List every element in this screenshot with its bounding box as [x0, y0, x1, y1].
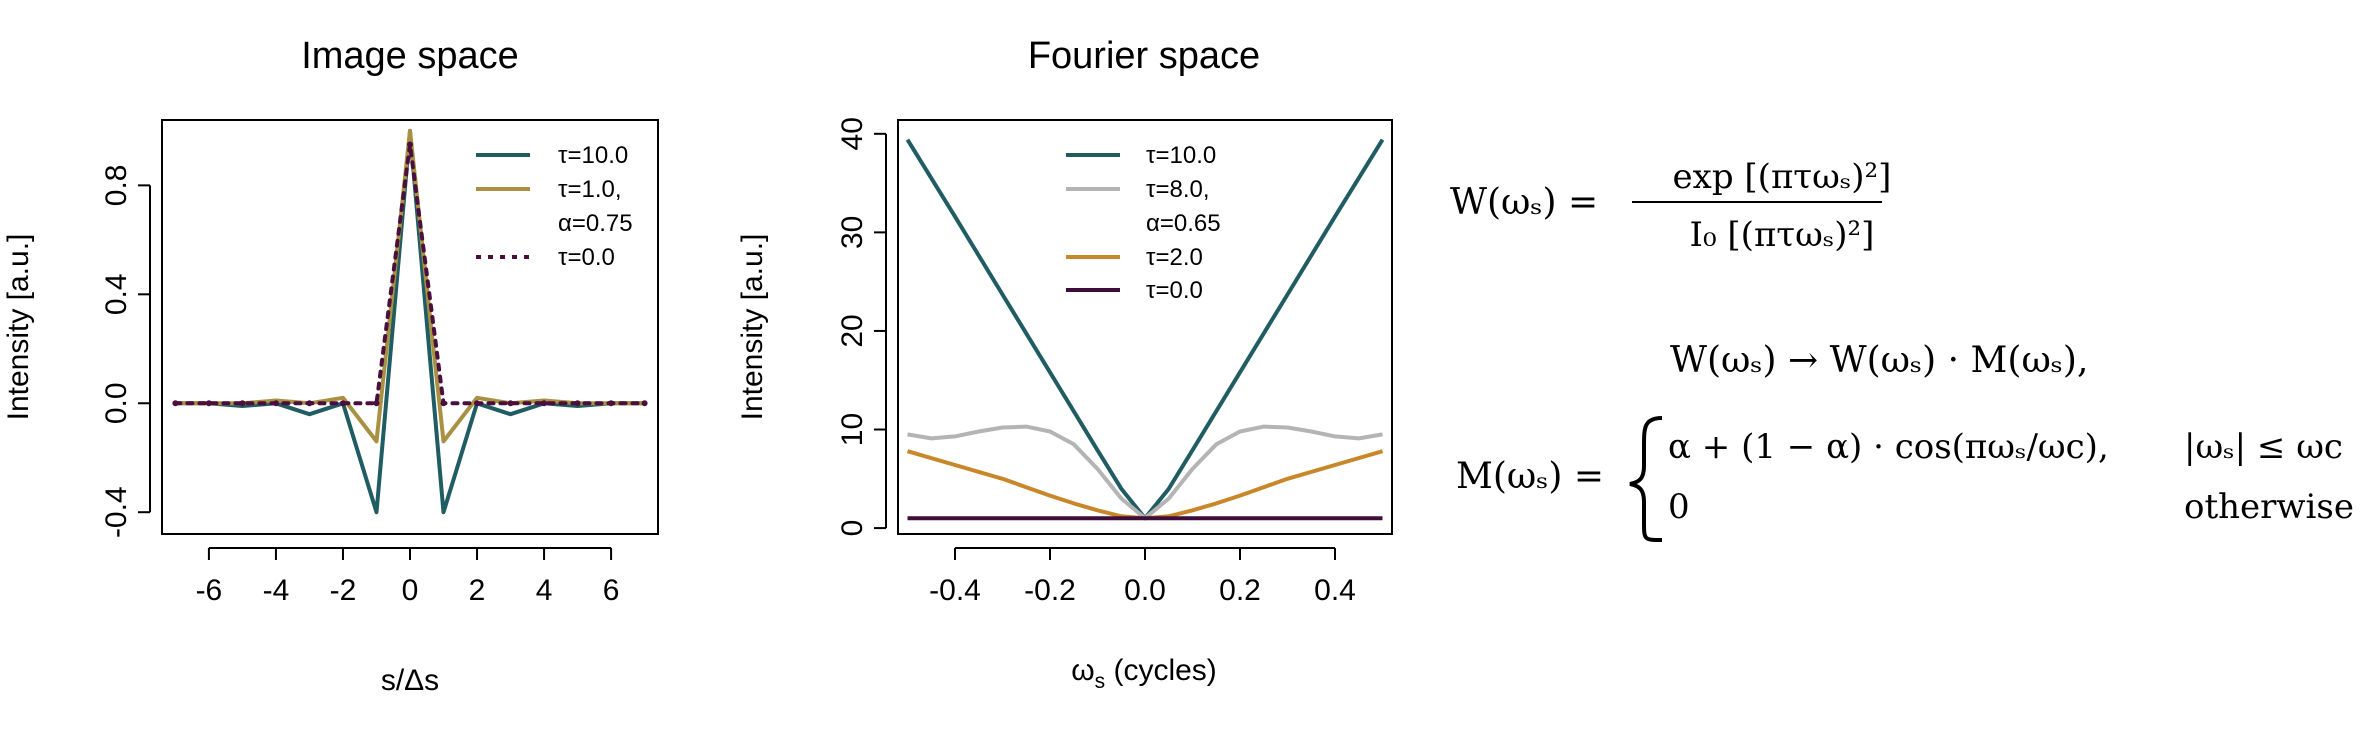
legend-label: τ=8.0,	[1146, 176, 1210, 203]
data-point	[339, 400, 346, 407]
x-axis: -0.4 -0.2 0.0 0.2 0.4	[929, 547, 1356, 607]
legend-label: τ=0.0	[558, 244, 615, 271]
legend-label: τ=1.0,	[558, 176, 622, 203]
equation-w-numerator: exp [(πτωₛ)²]	[1673, 157, 1892, 197]
data-point	[373, 400, 380, 407]
x-tick-label: 0.0	[1124, 574, 1166, 607]
x-tick-label: 0.2	[1219, 574, 1261, 607]
data-point	[641, 400, 648, 407]
equation-w: W(ωₛ) = exp [(πτωₛ)²] I₀ [(πτωₛ)²]	[1450, 157, 1891, 255]
y-tick-label: 30	[836, 216, 869, 249]
series-line	[906, 449, 1384, 521]
data-point	[407, 141, 413, 148]
legend-label: τ=10.0	[558, 142, 628, 169]
legend-label: τ=10.0	[1146, 142, 1216, 169]
equation-m: M(ωₛ) = α + (1 − α) · cos(πωₛ/ωc), |ωₛ| …	[1456, 416, 2354, 542]
equation-m-lhs: M(ωₛ) =	[1456, 456, 1604, 497]
data-point	[541, 400, 548, 407]
data-point	[507, 400, 514, 407]
legend-label: α=0.75	[558, 210, 633, 237]
y-axis: -0.4 0.0 0.4 0.8	[100, 165, 151, 538]
y-tick-label: 0.0	[100, 382, 133, 424]
x-tick-label: 0.4	[1314, 574, 1356, 607]
y-axis: 0 10 20 30 40	[836, 117, 887, 537]
x-tick-label: -2	[330, 574, 357, 607]
y-axis-label: Intensity [a.u.]	[736, 234, 769, 421]
data-point	[172, 400, 179, 407]
data-point	[574, 400, 581, 407]
series-line	[905, 138, 1385, 521]
data-point	[440, 400, 447, 407]
data-point	[272, 400, 279, 407]
x-tick-label: 2	[469, 574, 486, 607]
data-point	[474, 400, 481, 407]
case-1-condition: |ωₛ| ≤ ωc	[2184, 427, 2343, 467]
case-1-expression: α + (1 − α) · cos(πωₛ/ωc),	[1668, 427, 2109, 467]
x-tick-label: -6	[196, 574, 223, 607]
equation-w-denominator: I₀ [(πτωₛ)²]	[1690, 215, 1875, 255]
x-axis: -6 -4 -2 0 2 4 6	[196, 547, 620, 607]
y-axis-label: Intensity [a.u.]	[2, 234, 35, 421]
legend-label: α=0.65	[1146, 210, 1221, 237]
x-axis-label: ωs (cycles)	[1071, 654, 1217, 693]
y-tick-label: 0.8	[100, 165, 133, 207]
case-2-condition: otherwise	[2184, 487, 2354, 527]
case-2-expression: 0	[1668, 487, 1690, 527]
legend: τ=10.0 τ=8.0, α=0.65 τ=2.0 τ=0.0	[1066, 142, 1221, 304]
x-tick-label: -4	[263, 574, 290, 607]
y-tick-label: -0.4	[100, 486, 133, 538]
series-group	[172, 128, 648, 515]
chart-title: Image space	[301, 35, 519, 77]
plot-frame	[897, 119, 1393, 535]
y-tick-label: 0.4	[100, 273, 133, 315]
chart-title: Fourier space	[1028, 35, 1260, 77]
x-axis-label: s/Δs	[381, 664, 439, 697]
plot-frame	[161, 119, 659, 535]
cases-brace	[1629, 416, 1663, 542]
legend: τ=10.0 τ=1.0, α=0.75 τ=0.0	[476, 142, 633, 271]
data-point	[608, 400, 615, 407]
series-group	[905, 138, 1385, 521]
x-tick-label: 6	[603, 574, 620, 607]
y-tick-label: 0	[836, 520, 869, 537]
data-point	[239, 400, 246, 407]
legend-label: τ=2.0	[1146, 244, 1203, 271]
chart-image-space: Image space -0.4 0.0 0.4 0.8 -6 -4 -2 0 2 4 6 s/Δ…	[2, 35, 659, 697]
equation-mapping: W(ωₛ) → W(ωₛ) · M(ωₛ),	[1670, 340, 2088, 381]
x-tick-label: 0	[402, 574, 419, 607]
equation-w-lhs: W(ωₛ) =	[1450, 182, 1598, 223]
y-tick-label: 40	[836, 117, 869, 150]
y-tick-label: 20	[836, 314, 869, 347]
legend-label: τ=0.0	[1146, 277, 1203, 304]
x-tick-label: -0.2	[1024, 574, 1076, 607]
data-point	[306, 400, 313, 407]
chart-fourier-space: Fourier space 0 10 20 30 40 -0.4 -0.2 0.0 0.2 0.…	[736, 35, 1393, 693]
equation-mapping-text: W(ωₛ) → W(ωₛ) · M(ωₛ),	[1670, 340, 2088, 381]
data-point	[205, 400, 212, 407]
x-tick-label: -0.4	[929, 574, 981, 607]
x-tick-label: 4	[536, 574, 553, 607]
y-tick-label: 10	[836, 413, 869, 446]
